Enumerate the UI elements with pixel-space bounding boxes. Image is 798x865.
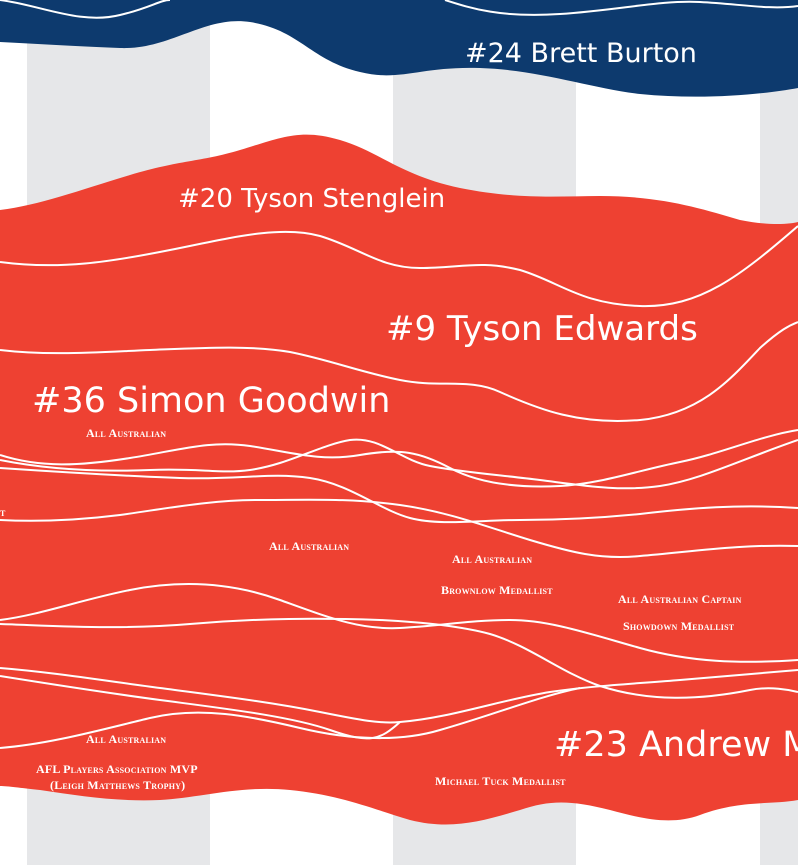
award-label: Michael Tuck Medallist bbox=[435, 774, 566, 788]
award-label: AFL Players Association MVP bbox=[36, 762, 198, 776]
player-flow-line bbox=[0, 438, 798, 490]
stream-boundary bbox=[444, 0, 798, 16]
player-flow-line bbox=[0, 583, 798, 663]
award-label: (Leigh Matthews Trophy) bbox=[50, 778, 186, 792]
player-flow-line bbox=[0, 321, 798, 422]
award-label: All Australian bbox=[86, 732, 167, 746]
red-team-stream bbox=[0, 134, 798, 825]
player-label: #20 Tyson Stenglein bbox=[178, 184, 446, 214]
player-label: #36 Simon Goodwin bbox=[32, 381, 391, 421]
player-flow-line bbox=[0, 617, 798, 699]
player-flow-line bbox=[0, 498, 798, 559]
blue-stream-lines bbox=[0, 0, 798, 19]
award-label: All Australian bbox=[452, 552, 533, 566]
stream-boundary bbox=[0, 0, 171, 19]
award-label: t bbox=[0, 505, 6, 519]
award-label: All Australian Captain bbox=[618, 592, 742, 606]
player-label: #23 Andrew M bbox=[554, 725, 798, 765]
player-label: #9 Tyson Edwards bbox=[386, 309, 698, 349]
player-label: #24 Brett Burton bbox=[465, 38, 697, 69]
award-label: All Australian bbox=[86, 426, 167, 440]
blue-team-stream bbox=[0, 0, 798, 97]
award-label: Brownlow Medallist bbox=[441, 583, 553, 597]
player-flow-line bbox=[0, 467, 798, 524]
award-label: Showdown Medallist bbox=[623, 619, 735, 633]
player-flow-line bbox=[0, 225, 798, 308]
red-stream-lines bbox=[0, 225, 798, 749]
award-label: All Australian bbox=[269, 539, 350, 553]
player-flow-line bbox=[0, 687, 581, 749]
player-flow-line bbox=[0, 429, 798, 488]
